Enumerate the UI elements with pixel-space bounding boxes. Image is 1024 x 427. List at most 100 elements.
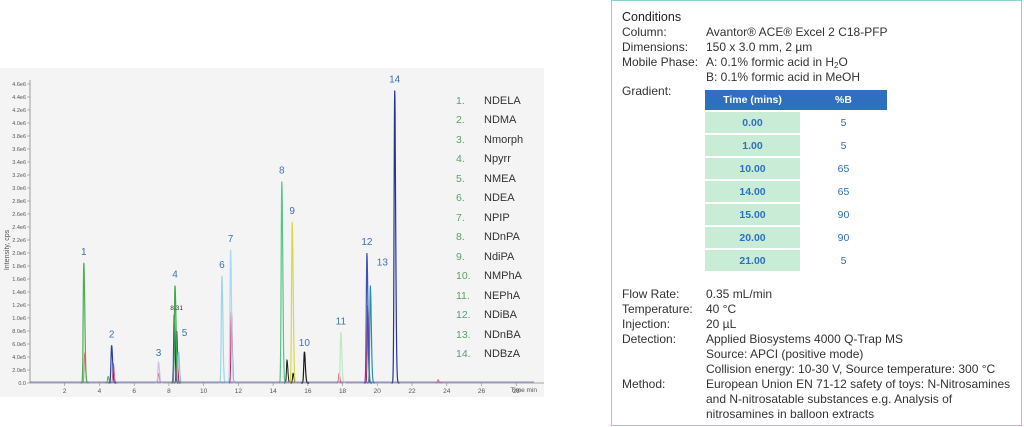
column-row: Column: Avantor® ACE® Excel 2 C18-PFP: [612, 25, 1012, 40]
legend-item-name: NDEA: [484, 192, 515, 205]
detection-collision: Collision energy: 10-30 V, Source temper…: [706, 362, 996, 376]
method-label: Method:: [622, 377, 666, 391]
legend-item-name: Nmorph: [484, 133, 524, 146]
peak-label: 3: [156, 348, 162, 359]
gradient-table-row: 14.00 65: [705, 181, 887, 202]
y-tick-label: 1.8e6: [12, 264, 26, 270]
chart-axes: 2 4 6 8 10 12 14 16 18 20 22 24 26 280.02.0e54.0e56.0…: [12, 80, 544, 395]
x-tick-label: 8: [167, 388, 171, 395]
gradient-header-b: %B: [800, 90, 887, 110]
legend-item: 13. NDnBA: [456, 325, 596, 345]
peak-label: 6: [219, 260, 225, 271]
conditions-panel: Conditions Column: Avantor® ACE® Excel 2…: [611, 0, 1022, 426]
chromatogram-chart: 2 4 6 8 10 12 14 16 18 20 22 24 26 280.02.0e54.0e56.0…: [0, 68, 544, 397]
flow-rate-row: Flow Rate: 0.35 mL/min: [612, 287, 1012, 302]
gradient-time-cell: 21.00: [705, 250, 800, 271]
legend-item-name: NDnBA: [484, 328, 521, 341]
legend-item: 1. NDELA: [456, 91, 596, 111]
y-tick-label: 8.0e5: [12, 329, 26, 335]
detection-row: Detection: Applied Biosystems 4000 Q-Tra…: [612, 332, 1012, 377]
peak-trace: [363, 252, 372, 384]
x-tick-label: 4: [98, 388, 102, 395]
gradient-table-row: 10.00 65: [705, 158, 887, 179]
mobile-phase-row: Mobile Phase: A: 0.1% formic acid in H2O…: [612, 55, 1012, 85]
gradient-table-row: 0.00 5: [705, 112, 887, 133]
y-tick-label: 1.6e6: [12, 277, 26, 283]
legend-item: 3. Nmorph: [456, 130, 596, 150]
legend-item-number: 13.: [456, 328, 471, 341]
y-tick-label: 6.0e5: [12, 342, 26, 348]
gradient-time-cell: 1.00: [705, 135, 800, 156]
legend-item-number: 3.: [456, 133, 465, 146]
legend-item-number: 6.: [456, 192, 465, 205]
legend-item-name: NDBzA: [484, 348, 521, 361]
legend-item-name: NMPhA: [484, 270, 522, 283]
gradient-b-cell: 5: [800, 135, 887, 156]
legend-item-number: 7.: [456, 211, 465, 224]
conditions-title: Conditions: [622, 10, 682, 24]
method-value: European Union EN 71-12 safety of toys: …: [706, 377, 1011, 421]
legend-item-name: NMEA: [484, 172, 516, 185]
injection-label: Injection:: [622, 317, 671, 331]
peak-label: 14: [389, 75, 401, 86]
x-tick-label: 2: [63, 388, 67, 395]
legend-item-name: NDELA: [484, 94, 521, 107]
x-tick-label: 12: [235, 388, 243, 395]
peak-label: 9: [289, 206, 295, 217]
column-label: Column:: [622, 25, 667, 39]
y-tick-label: 3.4e6: [12, 160, 26, 166]
temperature-row: Temperature: 40 °C: [612, 302, 1012, 317]
peak-label: 7: [228, 234, 234, 245]
flow-rate-value: 0.35 mL/min: [706, 287, 773, 301]
peak-trace: [155, 360, 164, 384]
peak-trace: [301, 351, 310, 384]
legend-item-number: 9.: [456, 250, 465, 263]
y-tick-label: 1.0e6: [12, 316, 26, 322]
gradient-time-cell: 15.00: [705, 204, 800, 225]
y-tick-label: 3.2e6: [12, 173, 26, 179]
gradient-b-cell: 5: [800, 250, 887, 271]
temperature-value: 40 °C: [706, 302, 737, 316]
y-tick-label: 4.0e5: [12, 355, 26, 361]
legend-item-name: NDiBA: [484, 309, 518, 322]
chart-background: [0, 68, 544, 397]
retention-time-annotation: 8.31: [170, 305, 183, 312]
peak-trace: [80, 262, 89, 384]
gradient-row: Gradient:: [612, 84, 712, 99]
peak-trace: [175, 351, 184, 384]
y-axis-label: Intensity, cps: [4, 229, 11, 270]
x-tick-label: 10: [200, 388, 208, 395]
legend-item-name: NEPhA: [484, 289, 521, 302]
legend-item: 14. NDBzA: [456, 345, 596, 365]
legend-item-name: NDnPA: [484, 231, 520, 244]
mobile-phase-a: A: 0.1% formic acid in H2O: [706, 55, 848, 70]
peak-label: 2: [109, 329, 115, 340]
gradient-b-cell: 65: [800, 181, 887, 202]
legend-item: 7. NPIP: [456, 208, 596, 228]
gradient-b-cell: 90: [800, 227, 887, 248]
legend-item-number: 4.: [456, 153, 465, 166]
minor-peak-trace: [435, 379, 443, 384]
legend-item: 4. Npyrr: [456, 150, 596, 170]
legend-item-name: Npyrr: [484, 153, 511, 166]
chart-traces: [30, 90, 534, 384]
y-tick-label: 2.0e5: [12, 368, 26, 374]
injection-row: Injection: 20 µL: [612, 317, 1012, 332]
dimensions-label: Dimensions:: [622, 40, 689, 54]
y-tick-label: 1.4e6: [12, 290, 26, 296]
injection-value: 20 µL: [706, 317, 737, 331]
peak-label: 1: [81, 247, 87, 258]
dimensions-value: 150 x 3.0 mm, 2 µm: [706, 40, 813, 54]
gradient-time-cell: 10.00: [705, 158, 800, 179]
y-tick-label: 0.0: [18, 381, 26, 387]
x-tick-label: 6: [132, 388, 136, 395]
gradient-b-cell: 65: [800, 158, 887, 179]
peak-label: 4: [172, 270, 178, 281]
peak-trace: [337, 332, 346, 384]
mobile-phase-label: Mobile Phase:: [622, 55, 699, 69]
y-tick-label: 2.2e6: [12, 238, 26, 244]
dimensions-row: Dimensions: 150 x 3.0 mm, 2 µm: [612, 40, 1012, 55]
x-tick-label: 18: [339, 388, 347, 395]
x-tick-label: 28: [513, 388, 521, 395]
